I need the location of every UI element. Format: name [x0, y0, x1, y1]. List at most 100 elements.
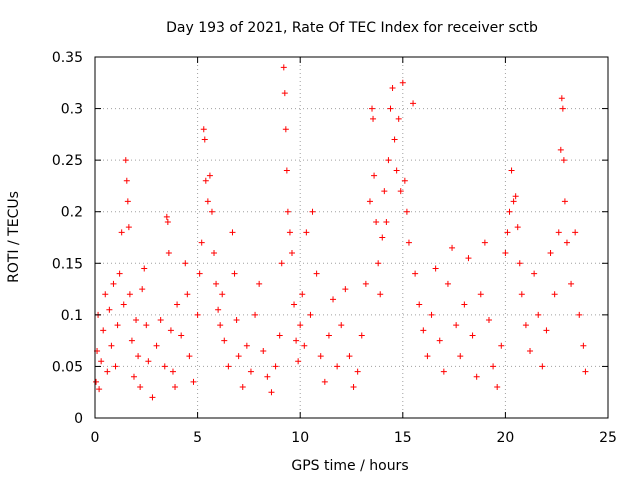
data-point [420, 327, 427, 334]
y-tick-label: 0.05 [52, 359, 83, 375]
data-point [174, 301, 181, 308]
data-point [465, 255, 472, 262]
data-point [522, 322, 529, 329]
data-point [547, 249, 554, 256]
data-point [157, 317, 164, 324]
data-point [204, 198, 211, 205]
data-point [202, 177, 209, 184]
data-point [106, 306, 113, 313]
data-point [440, 368, 447, 375]
data-point [401, 177, 408, 184]
data-point [291, 301, 298, 308]
chart-title: Day 193 of 2021, Rate Of TEC Index for r… [166, 20, 538, 36]
data-point [122, 157, 129, 164]
y-tick-label: 0.1 [61, 308, 83, 324]
data-point [256, 280, 263, 287]
data-point [221, 337, 228, 344]
data-point [461, 301, 468, 308]
y-tick-label: 0.15 [52, 256, 83, 272]
data-point [104, 368, 111, 375]
data-point [330, 296, 337, 303]
data-point [366, 198, 373, 205]
data-point [338, 322, 345, 329]
data-point [405, 239, 412, 246]
data-point [393, 167, 400, 174]
data-point [217, 322, 224, 329]
data-point [252, 311, 259, 318]
data-point [118, 229, 125, 236]
data-point [383, 219, 390, 226]
data-point [518, 291, 525, 298]
data-point [551, 291, 558, 298]
data-point [280, 64, 287, 71]
data-point [410, 100, 417, 107]
data-point [377, 291, 384, 298]
data-point [558, 95, 565, 102]
data-point [342, 286, 349, 293]
data-point [135, 353, 142, 360]
data-point [281, 90, 288, 97]
data-point [557, 146, 564, 153]
data-point [126, 291, 133, 298]
data-point [457, 353, 464, 360]
data-point [112, 363, 119, 370]
data-point [167, 327, 174, 334]
data-point [381, 188, 388, 195]
data-point [225, 363, 232, 370]
data-point [498, 342, 505, 349]
data-point [379, 234, 386, 241]
data-point [169, 368, 176, 375]
data-point [375, 260, 382, 267]
data-point [576, 311, 583, 318]
data-point [211, 249, 218, 256]
grid-lines [95, 57, 608, 418]
data-point [235, 353, 242, 360]
data-point [243, 342, 250, 349]
x-tick-label: 10 [291, 430, 309, 446]
data-point [190, 378, 197, 385]
data-point [233, 317, 240, 324]
data-point [391, 136, 398, 143]
data-point [182, 260, 189, 267]
data-point [485, 317, 492, 324]
data-point [303, 229, 310, 236]
data-point [206, 172, 213, 179]
data-point [508, 167, 515, 174]
data-point [164, 219, 171, 226]
data-point [229, 229, 236, 236]
y-tick-label: 0.2 [61, 205, 83, 221]
data-point [416, 301, 423, 308]
data-point [371, 172, 378, 179]
y-tick-label: 0.25 [52, 153, 83, 169]
data-point [130, 373, 137, 380]
data-point [100, 327, 107, 334]
data-point [373, 219, 380, 226]
y-tick-label: 0.35 [52, 50, 83, 66]
data-point [272, 363, 279, 370]
data-point [282, 126, 289, 133]
data-point [161, 363, 168, 370]
data-point [278, 260, 285, 267]
data-point [123, 177, 130, 184]
x-axis-label: GPS time / hours [291, 458, 408, 474]
data-point [561, 198, 568, 205]
data-point [297, 322, 304, 329]
data-point [301, 342, 308, 349]
data-point [133, 317, 140, 324]
data-point [512, 193, 519, 200]
data-points [93, 64, 589, 401]
data-point [139, 286, 146, 293]
data-point [504, 229, 511, 236]
data-point [153, 342, 160, 349]
data-point [124, 198, 131, 205]
data-point [385, 157, 392, 164]
data-point [231, 270, 238, 277]
data-point [582, 368, 589, 375]
data-point [213, 280, 220, 287]
axis-ticks: 0 0.05 0.1 0.15 0.2 0.25 0.3 0.35 0 5 10 15 20 25 [52, 50, 617, 446]
data-point [412, 270, 419, 277]
data-point [307, 311, 314, 318]
data-point [286, 229, 293, 236]
data-point [215, 306, 222, 313]
